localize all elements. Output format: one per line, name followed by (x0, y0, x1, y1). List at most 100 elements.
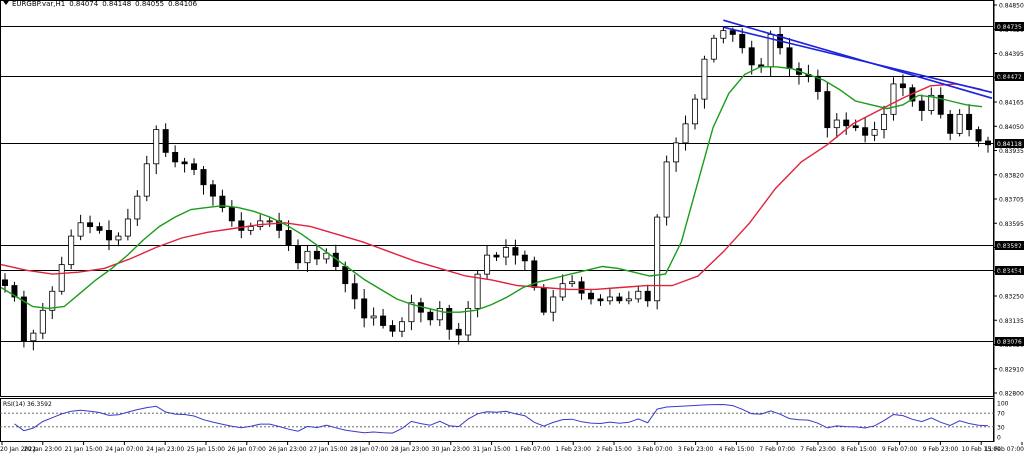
price-tick-label: 0.83135 (999, 318, 1024, 325)
candle-body (597, 298, 604, 302)
trendlines (723, 19, 993, 99)
candle-body (947, 113, 954, 134)
time-tick-label: 3 Feb 07:00 (637, 446, 673, 453)
time-tick-label: 11 Feb 07:00 (985, 446, 1024, 453)
candle-body (729, 30, 736, 35)
candle-body (710, 37, 717, 60)
candle-body (862, 127, 869, 136)
candle-body (370, 315, 377, 319)
ma-fast-line (0, 66, 983, 313)
price-tick-label: 0.82800 (999, 391, 1024, 398)
price-tick-label: 0.84620 (999, 27, 1024, 34)
level-tag-label: 0.83582 (997, 243, 1022, 250)
candle-body (408, 302, 415, 323)
candle-body (2, 279, 8, 286)
candle-body (578, 281, 585, 294)
candle-body (956, 113, 963, 134)
candle-body (162, 129, 169, 153)
candle-body (588, 292, 595, 300)
time-tick-label: 24 Jan 07:00 (105, 446, 143, 453)
price-tick-label: 0.83595 (999, 221, 1024, 228)
time-tick-label: 1 Feb 23:00 (555, 446, 591, 453)
time-tick-label: 30 Jan 23:00 (432, 446, 470, 453)
candle-body (380, 315, 387, 326)
time-tick-label: 8 Feb 15:00 (841, 446, 877, 453)
rsi-label: RSI(14) 36.3592 (3, 401, 52, 408)
time-tick-label: 24 Jan 23:00 (146, 446, 184, 453)
candle-body (247, 226, 254, 231)
candle-body (928, 94, 935, 111)
candle-body (11, 285, 18, 298)
rsi-tick-label: 100 (997, 401, 1009, 408)
level-tag-label: 0.84472 (997, 74, 1022, 81)
candle-body (361, 298, 368, 319)
candle-body (701, 58, 708, 100)
candles (2, 26, 991, 351)
level-tag (995, 22, 1024, 31)
candle-body (398, 321, 405, 332)
price-tick-label: 0.84850 (999, 3, 1024, 10)
price-tick-label: 0.82910 (999, 366, 1024, 373)
candle-body (191, 163, 198, 170)
candle-body (436, 307, 443, 321)
candle-body (748, 47, 755, 66)
price-tick-label: 0.84280 (999, 75, 1024, 82)
candle-body (143, 163, 150, 197)
time-tick-label: 31 Jan 15:00 (473, 446, 511, 453)
candle-body (351, 283, 358, 300)
candle-body (521, 254, 528, 262)
candle-body (559, 283, 566, 298)
candle-body (890, 83, 897, 115)
candle-body (200, 169, 207, 186)
candle-body (691, 98, 698, 125)
price-tick-label: 0.84395 (999, 51, 1024, 58)
candle-body (644, 290, 651, 302)
candle-body (285, 229, 292, 247)
time-tick-label: 27 Jan 15:00 (309, 446, 347, 453)
candle-body (181, 161, 188, 165)
candle-body (569, 281, 576, 285)
level-tag-label: 0.83454 (997, 268, 1022, 275)
candle-body (663, 161, 670, 218)
candle-body (446, 307, 453, 330)
candle-body (852, 125, 859, 129)
ma-slow-line (0, 83, 983, 291)
level-tag-label: 0.84118 (997, 141, 1022, 148)
time-tick-label: 28 Jan 23:00 (391, 446, 429, 453)
price-tick-label: 0.83820 (999, 172, 1024, 179)
candle-body (153, 129, 160, 165)
chevron-down-icon[interactable] (3, 1, 9, 5)
low-value: 0.84055 (135, 0, 165, 8)
candle-body (474, 273, 481, 309)
candle-body (682, 123, 689, 144)
symbol-label: EURGBP.var,H1 (12, 0, 66, 8)
candle-body (616, 296, 623, 302)
rsi-indicator: 100 70 30 0 (0, 401, 1009, 442)
level-tag-label: 0.83076 (997, 339, 1022, 346)
level-tag (995, 72, 1024, 81)
price-tick-label: 0.83020 (999, 342, 1024, 349)
candle-body (68, 235, 75, 266)
time-tick-label: 3 Feb 23:00 (678, 446, 714, 453)
time-tick-label: 26 Jan 07:00 (228, 446, 266, 453)
candle-body (786, 47, 793, 70)
rsi-tick-label: 70 (997, 411, 1005, 418)
price-axis: 0.84850 0.84620 0.84395 0.84280 0.84165 0.840… (994, 3, 1024, 398)
candle-body (814, 75, 821, 92)
candle-body (39, 309, 46, 334)
candle-body (257, 220, 264, 227)
candle-body (540, 287, 547, 313)
candle-body (871, 129, 878, 136)
candle-body (465, 307, 472, 336)
rsi-tick-label: 30 (997, 424, 1005, 431)
candle-body (124, 218, 131, 237)
candle-body (512, 247, 519, 256)
candle-body (77, 222, 84, 237)
candle-body (833, 119, 840, 129)
level-tag-label: 0.84735 (997, 24, 1022, 31)
candle-body (209, 184, 216, 197)
time-tick-label: 7 Feb 23:00 (800, 446, 836, 453)
level-tag (995, 241, 1024, 250)
candle-body (115, 235, 122, 241)
